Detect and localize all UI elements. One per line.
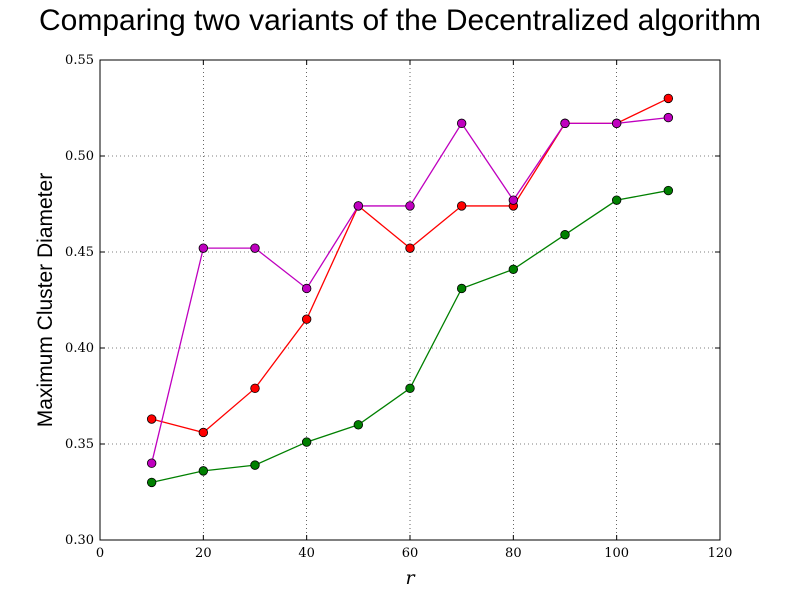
y-tick-label: 0.35 [65,437,94,452]
series-3 [146,185,674,488]
data-point [198,427,209,438]
x-tick-label: 0 [96,546,104,561]
data-point [508,264,519,274]
data-point [250,460,260,470]
x-tick-label: 40 [298,546,315,561]
data-point [301,283,312,294]
data-point [560,230,570,240]
series-layer [146,93,674,488]
ticks: 0 20 40 60 80 100 120 0.30 0.35 0.40 0.45 0.50 0.55 [65,53,732,561]
data-point [405,201,415,211]
y-axis-label: Maximum Cluster Diameter [34,173,57,427]
data-point [146,414,157,424]
x-tick-label: 80 [505,546,522,561]
data-point [611,118,622,129]
x-tick-label: 60 [402,546,419,561]
data-point [146,477,157,488]
data-point [198,466,209,476]
series-2 [146,112,674,468]
x-axis-label: r [405,567,416,589]
data-point [560,118,570,129]
data-point [663,185,674,196]
y-tick-label: 0.50 [65,149,94,164]
data-point [301,314,312,324]
data-point [663,112,674,123]
data-point [456,283,467,294]
data-point [353,420,364,430]
data-point [353,201,364,211]
x-tick-label: 100 [604,546,629,561]
x-tick-label: 20 [195,546,212,561]
data-point [198,243,209,253]
y-tick-label: 0.55 [65,53,94,68]
data-point [405,243,415,253]
y-tick-label: 0.40 [65,341,94,356]
chart-title: Comparing two variants of the Decentrali… [38,4,761,37]
data-point [301,437,312,447]
y-tick-label: 0.45 [65,245,94,260]
y-tick-label: 0.30 [65,533,94,548]
data-point [611,195,622,205]
data-point [508,195,519,205]
data-point [250,383,260,394]
data-point [405,383,415,394]
data-point [663,93,674,104]
data-point [146,458,157,468]
data-point [250,243,260,253]
series-line [151,116,669,464]
x-tick-label: 120 [708,546,733,561]
data-point [456,201,467,211]
grid [100,60,720,540]
data-point [456,118,467,129]
